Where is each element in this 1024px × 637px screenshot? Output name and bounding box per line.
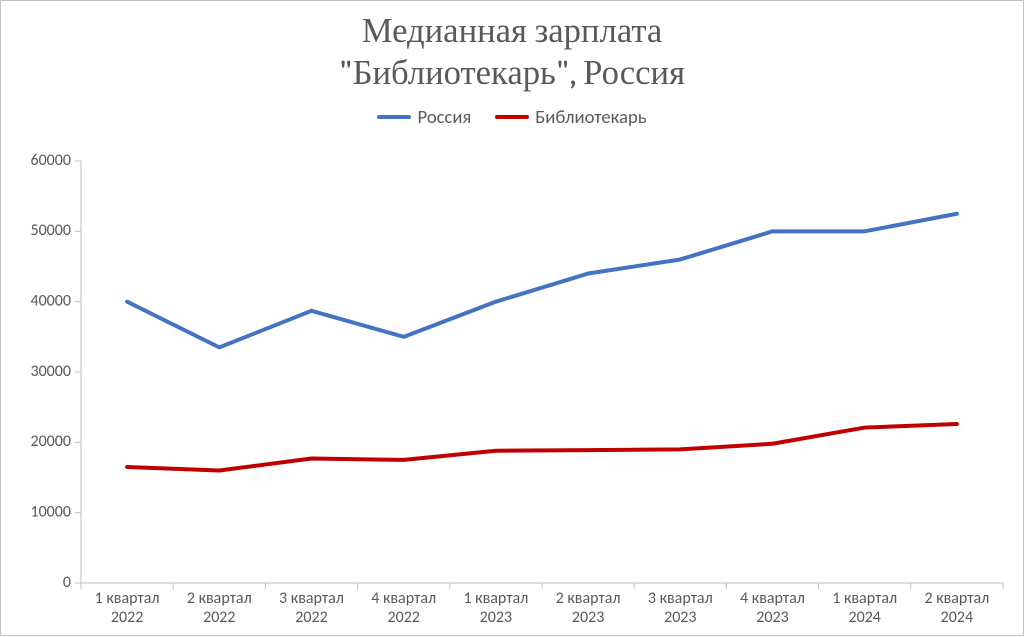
x-tick-label: 1 квартал2022 — [95, 589, 160, 627]
y-tick-label: 60000 — [30, 151, 71, 170]
y-tick-label: 30000 — [30, 362, 71, 381]
series-line — [127, 424, 957, 470]
y-tick-label: 20000 — [30, 432, 71, 451]
y-tick-label: 10000 — [30, 502, 71, 521]
x-tick-label: 3 квартал2023 — [648, 589, 713, 627]
x-tick-label: 1 квартал2023 — [463, 589, 528, 627]
chart-container: Медианная зарплата "Библиотекарь", Росси… — [0, 0, 1024, 636]
x-tick-label: 4 квартал2022 — [371, 589, 436, 627]
x-tick-label: 4 квартал2023 — [740, 589, 805, 627]
x-tick-label: 3 квартал2022 — [279, 589, 344, 627]
plot-area: 0 10000 20000 30000 40000 50000 60000 1 квартал… — [1, 1, 1023, 635]
x-tick-label: 2 квартал2024 — [924, 589, 989, 627]
y-tick-label: 40000 — [30, 291, 71, 310]
chart-svg: 0 10000 20000 30000 40000 50000 60000 1 квартал… — [1, 1, 1024, 637]
y-tick-label: 0 — [63, 573, 71, 592]
x-tick-label: 1 квартал2024 — [832, 589, 897, 627]
x-tick-label: 2 квартал2022 — [187, 589, 252, 627]
x-tick-label: 2 квартал2023 — [556, 589, 621, 627]
series-line — [127, 214, 957, 348]
y-tick-label: 50000 — [30, 221, 71, 240]
